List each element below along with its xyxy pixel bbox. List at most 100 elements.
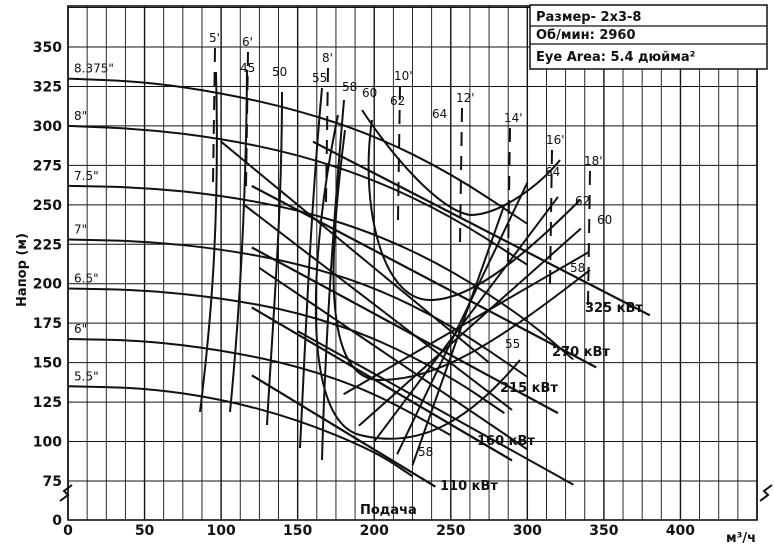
efficiency-label: 62	[575, 194, 590, 208]
impeller-curve	[67, 124, 528, 266]
npsh-line	[212, 47, 216, 183]
efficiency-contour	[361, 109, 561, 217]
efficiency-label: 58	[418, 445, 433, 459]
y-tick-label: 200	[33, 277, 62, 293]
npsh-label: 6'	[242, 35, 253, 49]
efficiency-contour	[367, 119, 581, 302]
efficiency-label: 58	[342, 80, 357, 94]
y-tick-label: 100	[33, 435, 62, 451]
y-tick-label: 75	[43, 474, 62, 490]
y-tick-label: 175	[33, 316, 62, 332]
info-box	[529, 4, 768, 70]
impeller-curve	[67, 77, 528, 225]
efficiency-label: 62	[390, 94, 405, 108]
efficiency-label: 60	[597, 213, 612, 227]
plot-frame	[67, 5, 758, 521]
duty-line	[243, 204, 513, 411]
efficiency-label: 50	[272, 65, 287, 79]
x-tick-label: 0	[63, 523, 73, 539]
x-tick-label: 100	[206, 523, 235, 539]
npsh-label: 8'	[322, 51, 333, 65]
efficiency-label: 60	[362, 86, 377, 100]
npsh-label: 10'	[394, 69, 413, 83]
impeller-curves: 8.375" 8" 7.5" 7" 6.5" 6" 5.5"	[67, 62, 574, 478]
efficiency-contour	[299, 87, 323, 449]
efficiency-contour	[332, 129, 591, 382]
duty-line	[396, 182, 529, 455]
y-tick-label: 275	[33, 158, 62, 174]
impeller-curve	[67, 287, 505, 414]
efficiency-label: 45	[240, 61, 255, 75]
npsh-label: 14'	[504, 111, 523, 125]
duty-line	[343, 251, 590, 396]
efficiency-label: 64	[545, 165, 560, 179]
impeller-curve	[67, 385, 414, 478]
y-tick-label: 150	[33, 356, 62, 372]
impeller-curve-label: 7"	[74, 223, 87, 237]
x-tick-label: 250	[436, 523, 465, 539]
info-size: Размер- 2x3-8	[536, 10, 641, 25]
efficiency-contour	[314, 114, 521, 440]
flow-label: Подача	[360, 503, 417, 518]
axis-break-mark	[759, 484, 773, 502]
power-line	[251, 184, 597, 369]
power-line	[251, 306, 513, 462]
impeller-curve-label: 6.5"	[74, 271, 99, 285]
efficiency-contours: 45 50 55 58 60 62 64 64 62 60 58 55 58	[199, 61, 612, 461]
impeller-curve-label: 8"	[74, 109, 87, 123]
power-line-label: 270 кВт	[552, 345, 610, 360]
impeller-curve-label: 8.375"	[74, 62, 114, 76]
x-axis-label: м³/ч	[726, 531, 756, 546]
power-line-label: 215 кВт	[500, 381, 558, 396]
info-eye-area: Eye Area: 5.4 дюйма²	[536, 50, 695, 65]
x-tick-label: 150	[283, 523, 312, 539]
efficiency-label: 55	[505, 337, 520, 351]
tick-labels: 0 50 100 150 200 250 300 350 400 0 75 100 125 150 175 2…	[33, 40, 696, 539]
impeller-curve	[67, 337, 452, 437]
y-tick-label: 250	[33, 198, 62, 214]
x-tick-label: 50	[135, 523, 155, 539]
efficiency-contour	[266, 91, 283, 426]
npsh-label: 18'	[584, 154, 603, 168]
power-line	[251, 246, 559, 415]
impeller-curve-label: 6"	[74, 322, 87, 336]
impeller-curve	[67, 238, 528, 378]
duty-line	[411, 204, 506, 466]
axis-break-mark	[59, 484, 73, 502]
npsh-label: 16'	[546, 133, 565, 147]
efficiency-label: 58	[570, 261, 585, 275]
duty-line	[258, 267, 528, 451]
info-rpm: Об/мин: 2960	[536, 28, 636, 43]
y-tick-label: 0	[52, 513, 62, 529]
impeller-curve-label: 5.5"	[74, 369, 99, 383]
duty-line	[358, 227, 582, 427]
grid	[59, 5, 773, 521]
duty-line	[220, 140, 490, 364]
npsh-label: 5'	[209, 31, 220, 45]
x-tick-label: 350	[589, 523, 618, 539]
y-tick-label: 325	[33, 79, 62, 95]
power-line-label: 110 кВт	[440, 479, 498, 494]
x-tick-label: 300	[513, 523, 542, 539]
efficiency-label: 55	[312, 71, 327, 85]
npsh-lines: 5' 6' 8' 10' 12' 14' 16' 18'	[209, 31, 603, 306]
duty-line	[373, 196, 559, 443]
efficiency-contour	[321, 99, 345, 461]
impeller-curve-label: 7.5"	[74, 169, 99, 183]
efficiency-contour	[199, 71, 218, 413]
y-tick-label: 225	[33, 237, 62, 253]
y-axis-label: Напор (м)	[15, 233, 30, 307]
power-line	[251, 374, 437, 488]
y-tick-label: 300	[33, 119, 62, 135]
x-tick-label: 200	[360, 523, 389, 539]
duty-line	[297, 330, 574, 486]
efficiency-contour	[229, 69, 248, 413]
x-tick-label: 400	[666, 523, 695, 539]
npsh-label: 12'	[456, 91, 475, 105]
y-tick-label: 125	[33, 395, 62, 411]
efficiency-label: 64	[432, 107, 447, 121]
power-line-label: 325 кВт	[585, 301, 643, 316]
y-tick-label: 350	[33, 40, 62, 56]
